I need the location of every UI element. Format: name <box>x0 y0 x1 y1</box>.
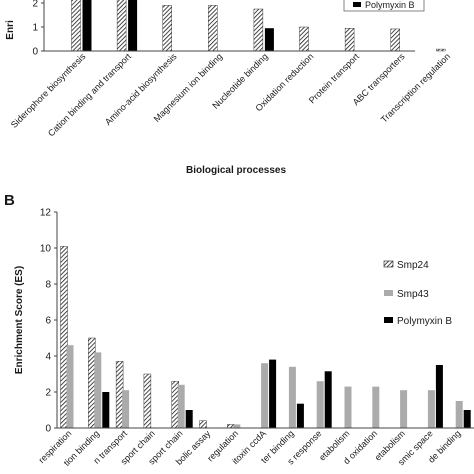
panel-a-category-label: Cation binding and transport <box>46 51 133 138</box>
panel-a-category-label: Siderophore biosynthesis <box>9 51 88 130</box>
panel-a-bar-polymyxin-b-siderophore-biosynthesis <box>82 0 92 51</box>
panel-b-bar-polymyxin-b-tion-binding <box>102 392 110 428</box>
panel-a-bar-series-1-amino-acid-biosynthesis <box>162 5 172 52</box>
panel-b-bar-smp24-sport-chain <box>143 373 152 429</box>
panel-b-y-tick-label: 12 <box>40 208 52 219</box>
panel-b-bar-smp43-tion-binding <box>94 352 102 428</box>
panel-b-legend-label-smp43: Smp43 <box>397 289 429 300</box>
panel-b-bar-smp43-etabolism <box>344 386 352 428</box>
panel-b-y-tick-label: 6 <box>45 316 51 327</box>
panel-b-bar-smp43-de-binding <box>455 401 463 428</box>
panel-a-y-tick-label: 1 <box>32 23 38 34</box>
panel-a-bar-series-1-siderophore-biosynthesis <box>71 0 81 52</box>
panel-b-bar-smp24-sport-chain <box>171 381 179 429</box>
panel-b-bar-polymyxin-b-s-response <box>324 371 332 428</box>
panel-a-y-tick-label: 0 <box>32 47 38 58</box>
panel-b-bar-smp43-etabolism <box>400 390 408 428</box>
panel-a-bar-series-1-nucleotide-binding <box>253 8 264 52</box>
panel-b-legend: Smp24 Smp43 Polymyxin B <box>383 260 452 327</box>
panel-a-bar-polymyxin-b-nucleotide-binding <box>264 28 274 51</box>
panel-a-bar-series-1-abc-transporters <box>390 28 400 52</box>
panel-b-bar-smp43-smic-space <box>427 390 435 428</box>
panel-b-legend-label-smp24: Smp24 <box>397 260 429 271</box>
panel-a-legend-swatch-polymyxin <box>353 2 361 7</box>
panel-a-y-axis-label: Enri <box>5 20 16 40</box>
panel-a-bars <box>71 0 446 52</box>
panel-b-y-tick-label: 4 <box>45 352 51 363</box>
panel-a-bar-series-1-magnesium-ion-binding <box>208 5 218 52</box>
panel-b-bar-polymyxin-b-sport-chain <box>185 410 193 428</box>
panel-a-bar-polymyxin-b-cation-binding-and-transport <box>128 0 138 51</box>
panel-b-bar-smp43-sport-chain <box>177 384 185 428</box>
panel-b-bar-polymyxin-b-ter-binding <box>296 403 304 428</box>
panel-b-legend-swatch-polymyxin <box>384 317 393 323</box>
panel-b-y-tick-label: 0 <box>45 424 51 435</box>
panel-a-bar-series-1-oxidation-reduction <box>299 26 309 52</box>
panel-a-legend-label-polymyxin: Polymyxin B <box>365 0 415 10</box>
panel-b-y-axis-label: Enrichment Score (ES) <box>14 266 25 374</box>
panel-a-legend-box <box>343 0 425 12</box>
panel-b-bar-smp43-s-response <box>316 381 324 428</box>
panel-b-chart: B Enrichment Score (ES) 0 2 4 6 8 10 12 respir… <box>4 192 474 468</box>
panel-b-legend-swatch-smp43 <box>384 290 393 296</box>
panel-a-legend: Polymyxin B <box>343 0 425 12</box>
panel-b-bar-smp43-respiration <box>66 345 74 428</box>
panel-a-bar-series-1-protein-transport <box>344 28 355 52</box>
panel-b-bar-smp43-ter-binding <box>288 366 296 428</box>
panel-b-legend-label-polymyxin: Polymyxin B <box>397 316 452 327</box>
panel-b-bar-smp43-itoxin-ccda <box>261 363 269 428</box>
panel-a-bar-series-1-cation-binding-and-transport <box>116 0 127 52</box>
panel-b-bar-smp43-regulation <box>233 424 241 428</box>
panel-b-label: B <box>4 192 15 209</box>
panel-b-bar-polymyxin-b-smic-space <box>435 365 443 428</box>
panel-b-y-tick-label: 2 <box>45 388 51 399</box>
panel-a-chart: Enri 0 1 2 Siderophore biosynthesisCation … <box>5 0 452 176</box>
panel-b-legend-swatch-smp24 <box>383 260 394 268</box>
panel-b-bar-smp24-regulation <box>227 424 235 429</box>
panel-b-y-tick-label: 10 <box>40 244 52 255</box>
panel-b-y-ticks: 0 2 4 6 8 10 12 <box>40 208 57 435</box>
panel-a-bar-series-1-transcription-regulation <box>436 48 446 52</box>
panel-b-bar-smp43-d-oxidation <box>372 386 380 428</box>
panel-b-bar-smp24-tion-binding <box>88 337 96 429</box>
panel-a-x-axis-title: Biological processes <box>186 165 286 176</box>
panel-b-bar-smp24-n-transport <box>115 361 124 429</box>
panel-a-y-tick-label: 2 <box>32 0 38 10</box>
panel-b-bars <box>60 245 471 429</box>
panel-b-y-tick-label: 8 <box>45 280 51 291</box>
panel-b-bar-polymyxin-b-de-binding <box>463 410 471 428</box>
panel-a-y-ticks: 0 1 2 <box>32 0 44 58</box>
panel-b-bar-polymyxin-b-itoxin-ccda <box>269 359 277 428</box>
panel-b-bar-smp43-n-transport <box>122 390 130 428</box>
panel-b-bar-smp24-respiration <box>60 245 68 429</box>
panel-b-bar-smp24-bolic-assay <box>199 420 207 429</box>
